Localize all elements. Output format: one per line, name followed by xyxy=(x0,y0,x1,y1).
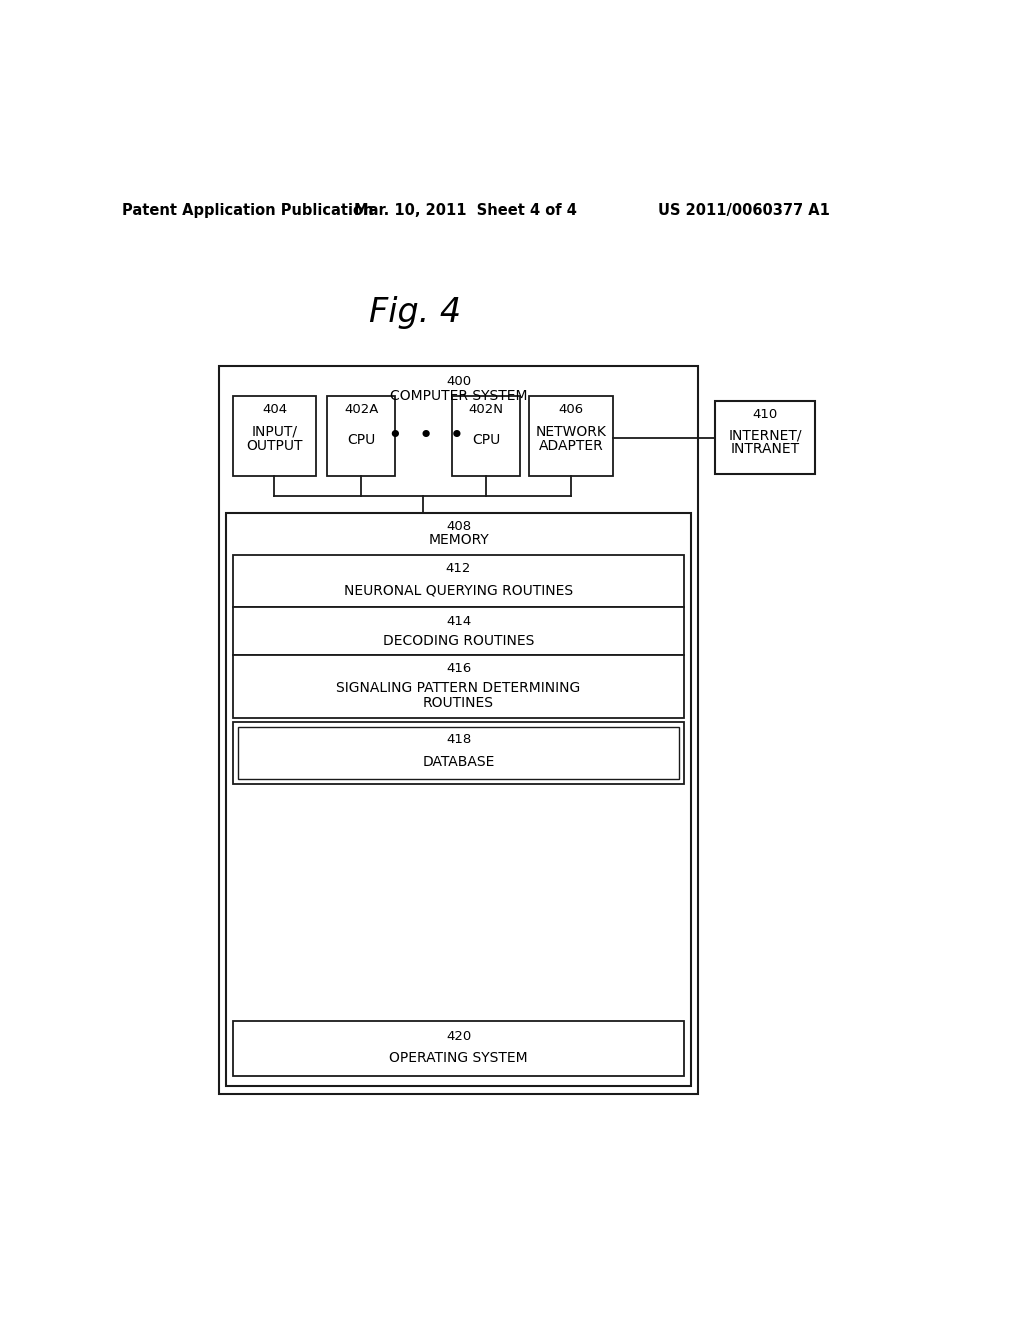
Text: ROUTINES: ROUTINES xyxy=(423,696,494,710)
Bar xyxy=(328,396,395,477)
Text: INTERNET/: INTERNET/ xyxy=(728,429,802,442)
Bar xyxy=(529,396,613,477)
Bar xyxy=(238,726,679,779)
Text: 404: 404 xyxy=(262,403,287,416)
Text: Fig. 4: Fig. 4 xyxy=(369,296,461,329)
Text: Patent Application Publication: Patent Application Publication xyxy=(123,203,374,218)
Text: DECODING ROUTINES: DECODING ROUTINES xyxy=(383,634,535,648)
Text: DATABASE: DATABASE xyxy=(422,755,495,770)
Bar xyxy=(233,1020,684,1076)
Text: 412: 412 xyxy=(445,562,471,576)
Bar xyxy=(233,607,684,655)
Text: 400: 400 xyxy=(446,375,471,388)
Text: CPU: CPU xyxy=(472,433,500,447)
Bar xyxy=(716,401,815,474)
Text: 402A: 402A xyxy=(344,403,379,416)
Text: OPERATING SYSTEM: OPERATING SYSTEM xyxy=(389,1051,527,1065)
Bar xyxy=(225,512,691,1086)
Text: NETWORK: NETWORK xyxy=(536,425,607,438)
Text: 418: 418 xyxy=(445,733,471,746)
Bar xyxy=(452,396,520,477)
Text: NEURONAL QUERYING ROUTINES: NEURONAL QUERYING ROUTINES xyxy=(344,583,573,598)
Text: 414: 414 xyxy=(445,615,471,628)
Text: Mar. 10, 2011  Sheet 4 of 4: Mar. 10, 2011 Sheet 4 of 4 xyxy=(353,203,577,218)
Text: US 2011/0060377 A1: US 2011/0060377 A1 xyxy=(658,203,830,218)
Text: 408: 408 xyxy=(446,520,471,533)
Text: 410: 410 xyxy=(753,408,777,421)
Bar xyxy=(232,396,316,477)
Text: 406: 406 xyxy=(559,403,584,416)
Text: INTRANET: INTRANET xyxy=(730,442,800,457)
Text: 416: 416 xyxy=(445,663,471,676)
Text: INPUT/: INPUT/ xyxy=(252,425,298,438)
Text: MEMORY: MEMORY xyxy=(428,533,488,548)
Text: 420: 420 xyxy=(445,1030,471,1043)
Bar xyxy=(233,722,684,784)
Bar xyxy=(233,655,684,718)
Text: •  •  •: • • • xyxy=(388,424,465,447)
Text: COMPUTER SYSTEM: COMPUTER SYSTEM xyxy=(390,388,527,403)
Text: ADAPTER: ADAPTER xyxy=(539,438,604,453)
Text: OUTPUT: OUTPUT xyxy=(246,438,303,453)
Bar xyxy=(219,367,697,1094)
Text: CPU: CPU xyxy=(347,433,376,447)
Bar xyxy=(233,554,684,607)
Text: SIGNALING PATTERN DETERMINING: SIGNALING PATTERN DETERMINING xyxy=(337,681,581,696)
Text: 402N: 402N xyxy=(469,403,504,416)
